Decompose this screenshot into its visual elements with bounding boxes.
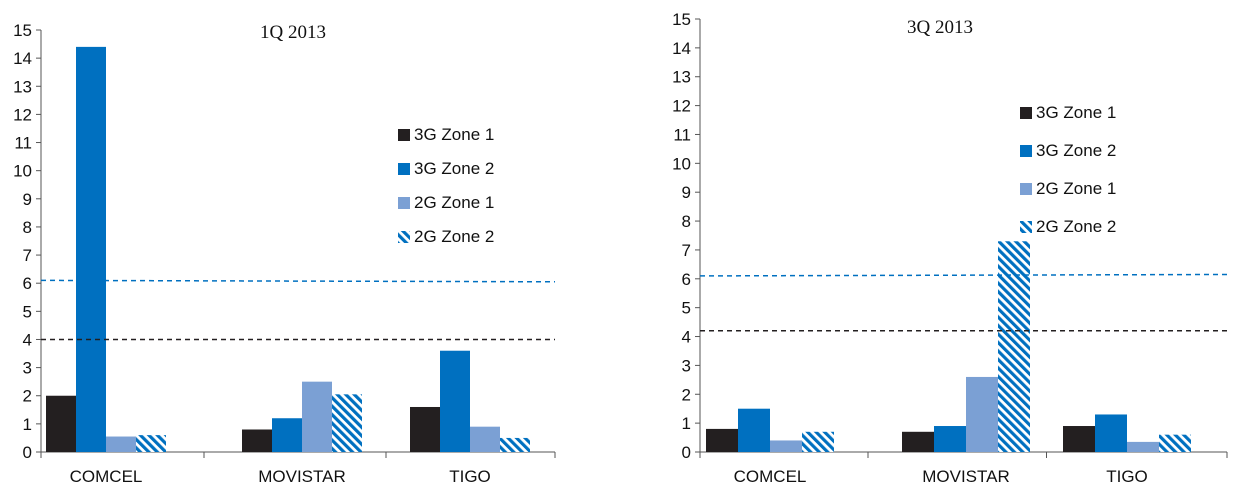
y-tick-label: 0 xyxy=(682,443,691,462)
y-tick-label: 5 xyxy=(682,299,691,318)
legend-swatch-2g-zone-2 xyxy=(1020,221,1032,233)
bar-2g-zone-2-movistar xyxy=(332,394,362,452)
bar-3g-zone-1-tigo xyxy=(410,406,440,452)
bar-2g-zone-1-movistar xyxy=(302,381,332,452)
y-tick-label: 2 xyxy=(23,387,32,406)
bar-2g-zone-1-tigo xyxy=(470,426,500,452)
bar-3g-zone-1-movistar xyxy=(242,429,272,452)
bar-2g-zone-2-tigo xyxy=(1159,434,1191,452)
legend-label-3g-zone-1: 3G Zone 1 xyxy=(414,125,494,144)
legend-label-3g-zone-2: 3G Zone 2 xyxy=(1036,141,1116,160)
y-tick-label: 8 xyxy=(682,212,691,231)
legend-label-3g-zone-1: 3G Zone 1 xyxy=(1036,103,1116,122)
y-tick-label: 14 xyxy=(672,39,691,58)
category-label: COMCEL xyxy=(70,467,143,486)
category-label: MOVISTAR xyxy=(258,467,346,486)
chart-title: 1Q 2013 xyxy=(260,22,326,43)
legend-swatch-2g-zone-2 xyxy=(398,231,410,243)
bar-3g-zone-2-tigo xyxy=(440,350,470,452)
y-tick-label: 5 xyxy=(23,302,32,321)
y-tick-label: 1 xyxy=(682,414,691,433)
legend-label-2g-zone-1: 2G Zone 1 xyxy=(1036,179,1116,198)
y-tick-label: 12 xyxy=(672,97,691,116)
bar-3g-zone-2-movistar xyxy=(272,418,302,452)
legend-swatch-3g-zone-1 xyxy=(1020,107,1032,119)
y-tick-label: 9 xyxy=(682,183,691,202)
bar-2g-zone-1-comcel xyxy=(770,440,802,452)
chart-title: 3Q 2013 xyxy=(907,17,973,38)
bar-2g-zone-1-movistar xyxy=(966,376,998,452)
y-tick-label: 0 xyxy=(23,443,32,462)
bar-2g-zone-2-tigo xyxy=(500,437,530,452)
y-tick-label: 3 xyxy=(682,356,691,375)
y-tick-label: 11 xyxy=(14,134,32,153)
reference-line xyxy=(40,279,556,283)
legend-swatch-3g-zone-2 xyxy=(398,163,410,175)
legend-label-2g-zone-2: 2G Zone 2 xyxy=(414,227,494,246)
bar-3g-zone-2-movistar xyxy=(934,426,966,452)
y-tick-label: 4 xyxy=(23,330,32,349)
bar-3g-zone-1-tigo xyxy=(1063,426,1095,452)
bar-2g-zone-1-comcel xyxy=(106,436,136,452)
y-tick-label: 1 xyxy=(23,415,32,434)
category-label: TIGO xyxy=(1106,467,1148,486)
bar-3g-zone-1-comcel xyxy=(46,395,76,452)
y-tick-label: 2 xyxy=(682,385,691,404)
legend-swatch-3g-zone-2 xyxy=(1020,145,1032,157)
legend-swatch-2g-zone-1 xyxy=(1020,183,1032,195)
bar-3g-zone-2-tigo xyxy=(1095,414,1127,452)
legend-swatch-3g-zone-1 xyxy=(398,129,410,141)
y-tick-label: 8 xyxy=(23,218,32,237)
bar-3g-zone-1-comcel xyxy=(706,428,738,452)
y-tick-label: 7 xyxy=(23,246,32,265)
bar-3g-zone-2-comcel xyxy=(738,408,770,452)
y-tick-label: 10 xyxy=(13,162,32,181)
bar-3g-zone-2-comcel xyxy=(76,46,106,452)
bar-2g-zone-2-comcel xyxy=(802,431,834,452)
legend-label-2g-zone-1: 2G Zone 1 xyxy=(414,193,494,212)
bar-2g-zone-2-movistar xyxy=(998,241,1030,452)
y-tick-label: 10 xyxy=(672,154,691,173)
bar-2g-zone-1-tigo xyxy=(1127,441,1159,452)
y-tick-label: 12 xyxy=(13,105,32,124)
y-tick-label: 6 xyxy=(23,274,32,293)
y-tick-label: 3 xyxy=(23,359,32,378)
legend-swatch-2g-zone-1 xyxy=(398,197,410,209)
y-tick-label: 4 xyxy=(682,328,691,347)
category-label: COMCEL xyxy=(734,467,807,486)
y-tick-label: 13 xyxy=(672,68,691,87)
bar-2g-zone-2-comcel xyxy=(136,435,166,452)
y-tick-label: 9 xyxy=(23,190,32,209)
y-tick-label: 6 xyxy=(682,270,691,289)
y-tick-label: 7 xyxy=(682,241,691,260)
bar-3g-zone-1-movistar xyxy=(902,431,934,452)
y-tick-label: 14 xyxy=(13,49,32,68)
category-label: MOVISTAR xyxy=(922,467,1010,486)
category-label: TIGO xyxy=(449,467,491,486)
y-tick-label: 13 xyxy=(13,77,32,96)
y-tick-label: 11 xyxy=(673,125,691,144)
reference-line xyxy=(699,273,1228,277)
legend-label-2g-zone-2: 2G Zone 2 xyxy=(1036,217,1116,236)
legend-label-3g-zone-2: 3G Zone 2 xyxy=(414,159,494,178)
y-tick-label: 15 xyxy=(13,21,32,40)
y-tick-label: 15 xyxy=(672,10,691,29)
